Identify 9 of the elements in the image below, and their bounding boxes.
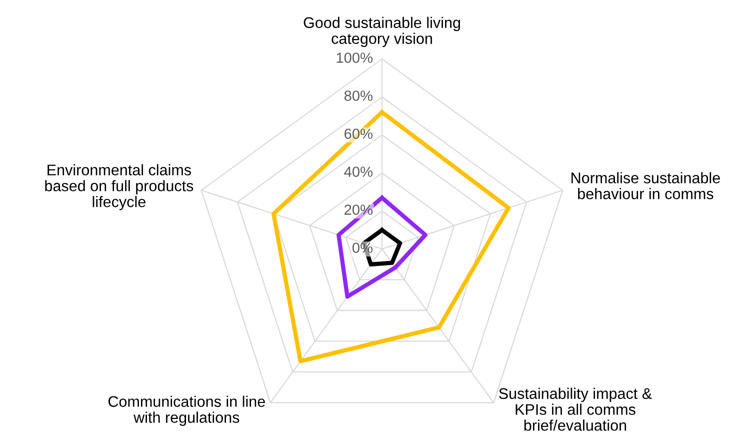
y-tick-label: 20%: [344, 204, 372, 215]
spoke-label: Communications in line with regulations: [108, 396, 265, 426]
y-tick-label: 100%: [336, 52, 372, 63]
spoke-label: Environmental claims based on full products lifecycle: [45, 164, 194, 210]
spoke-label: Sustainability impact & KPIs in all comms brief/evaluation: [499, 388, 652, 431]
spoke-label: Normalise sustainable behaviour in comms: [572, 172, 720, 200]
y-tick-label: 80%: [344, 90, 372, 101]
y-tick-label: 40%: [344, 166, 372, 177]
spoke-label: Good sustainable living category vision: [304, 16, 460, 47]
